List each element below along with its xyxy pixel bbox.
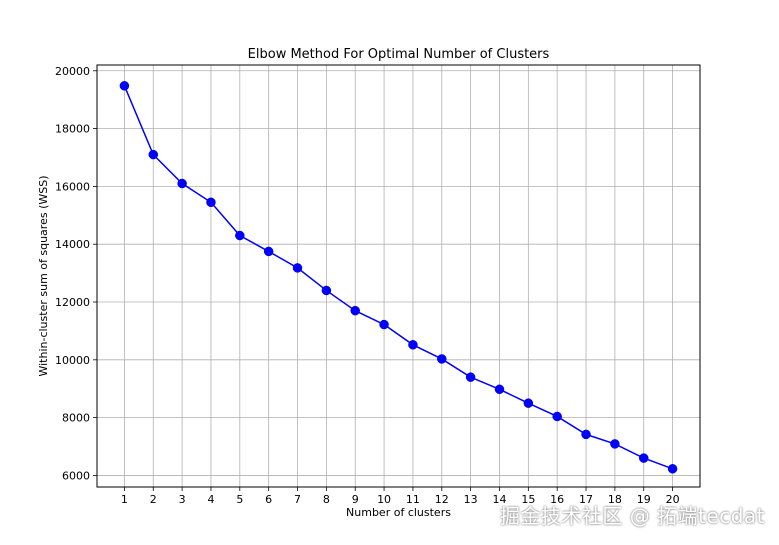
- data-point: [177, 178, 187, 189]
- x-tick-label: 17: [579, 493, 593, 506]
- data-point: [638, 453, 649, 463]
- x-tick-label: 14: [492, 493, 506, 506]
- data-point: [263, 246, 274, 257]
- series-line: [123, 85, 673, 470]
- data-point: [119, 81, 130, 91]
- x-tick-label: 2: [150, 493, 157, 506]
- x-tick-label: 18: [608, 493, 622, 506]
- x-tick-label: 9: [352, 493, 359, 506]
- data-point: [494, 384, 505, 395]
- y-tick-label: 18000: [55, 123, 90, 136]
- data-point: [292, 263, 303, 273]
- plot-area-frame: [96, 64, 701, 488]
- x-axis-ticks: 1 2 3 4 5 6 7 8 9 10 11 12 13 14 15 16 17 18 19 20: [121, 487, 680, 506]
- series-line-layer: [123, 85, 673, 470]
- y-tick-label: 12000: [55, 296, 90, 309]
- y-tick-label: 10000: [55, 354, 90, 367]
- y-tick-label: 16000: [55, 180, 90, 193]
- x-tick-label: 20: [666, 493, 680, 506]
- data-point: [321, 285, 332, 296]
- x-tick-label: 4: [207, 493, 214, 506]
- data-point: [552, 411, 562, 422]
- data-point: [465, 372, 476, 382]
- data-point: [148, 149, 159, 160]
- x-tick-label: 11: [406, 493, 420, 506]
- y-tick-label: 6000: [62, 469, 90, 482]
- data-point: [610, 439, 620, 449]
- data-point: [350, 305, 360, 316]
- data-point: [235, 230, 245, 241]
- x-tick-label: 19: [637, 493, 651, 506]
- series-markers: [119, 81, 678, 474]
- data-point: [581, 429, 591, 440]
- data-point: [437, 354, 447, 364]
- watermark: 掘金技术社区 @ 拓端tecdat: [499, 504, 765, 528]
- x-tick-label: 5: [236, 493, 243, 506]
- y-tick-label: 14000: [55, 238, 90, 251]
- x-tick-label: 15: [521, 493, 535, 506]
- y-axis-ticks: 6000 8000 10000 12000 14000 16000 18000 20000: [55, 65, 97, 482]
- x-tick-label: 1: [121, 493, 128, 506]
- chart-title: Elbow Method For Optimal Number of Clust…: [248, 47, 550, 62]
- x-tick-label: 8: [323, 493, 330, 506]
- data-point: [206, 197, 216, 208]
- data-point: [379, 319, 389, 330]
- x-tick-label: 12: [435, 493, 449, 506]
- data-point: [667, 464, 678, 474]
- x-tick-label: 16: [550, 493, 564, 506]
- x-tick-label: 3: [179, 493, 186, 506]
- y-axis-label: Within-cluster sum of squares (WSS): [37, 175, 50, 376]
- x-tick-label: 7: [294, 493, 301, 506]
- x-tick-label: 6: [265, 493, 272, 506]
- x-tick-label: 13: [464, 493, 478, 506]
- grid: [97, 65, 700, 487]
- data-point: [408, 340, 418, 350]
- y-tick-label: 8000: [62, 412, 90, 425]
- x-axis-label: Number of clusters: [346, 506, 451, 519]
- x-tick-label: 10: [377, 493, 391, 506]
- data-point: [523, 398, 534, 408]
- y-tick-label: 20000: [55, 65, 90, 78]
